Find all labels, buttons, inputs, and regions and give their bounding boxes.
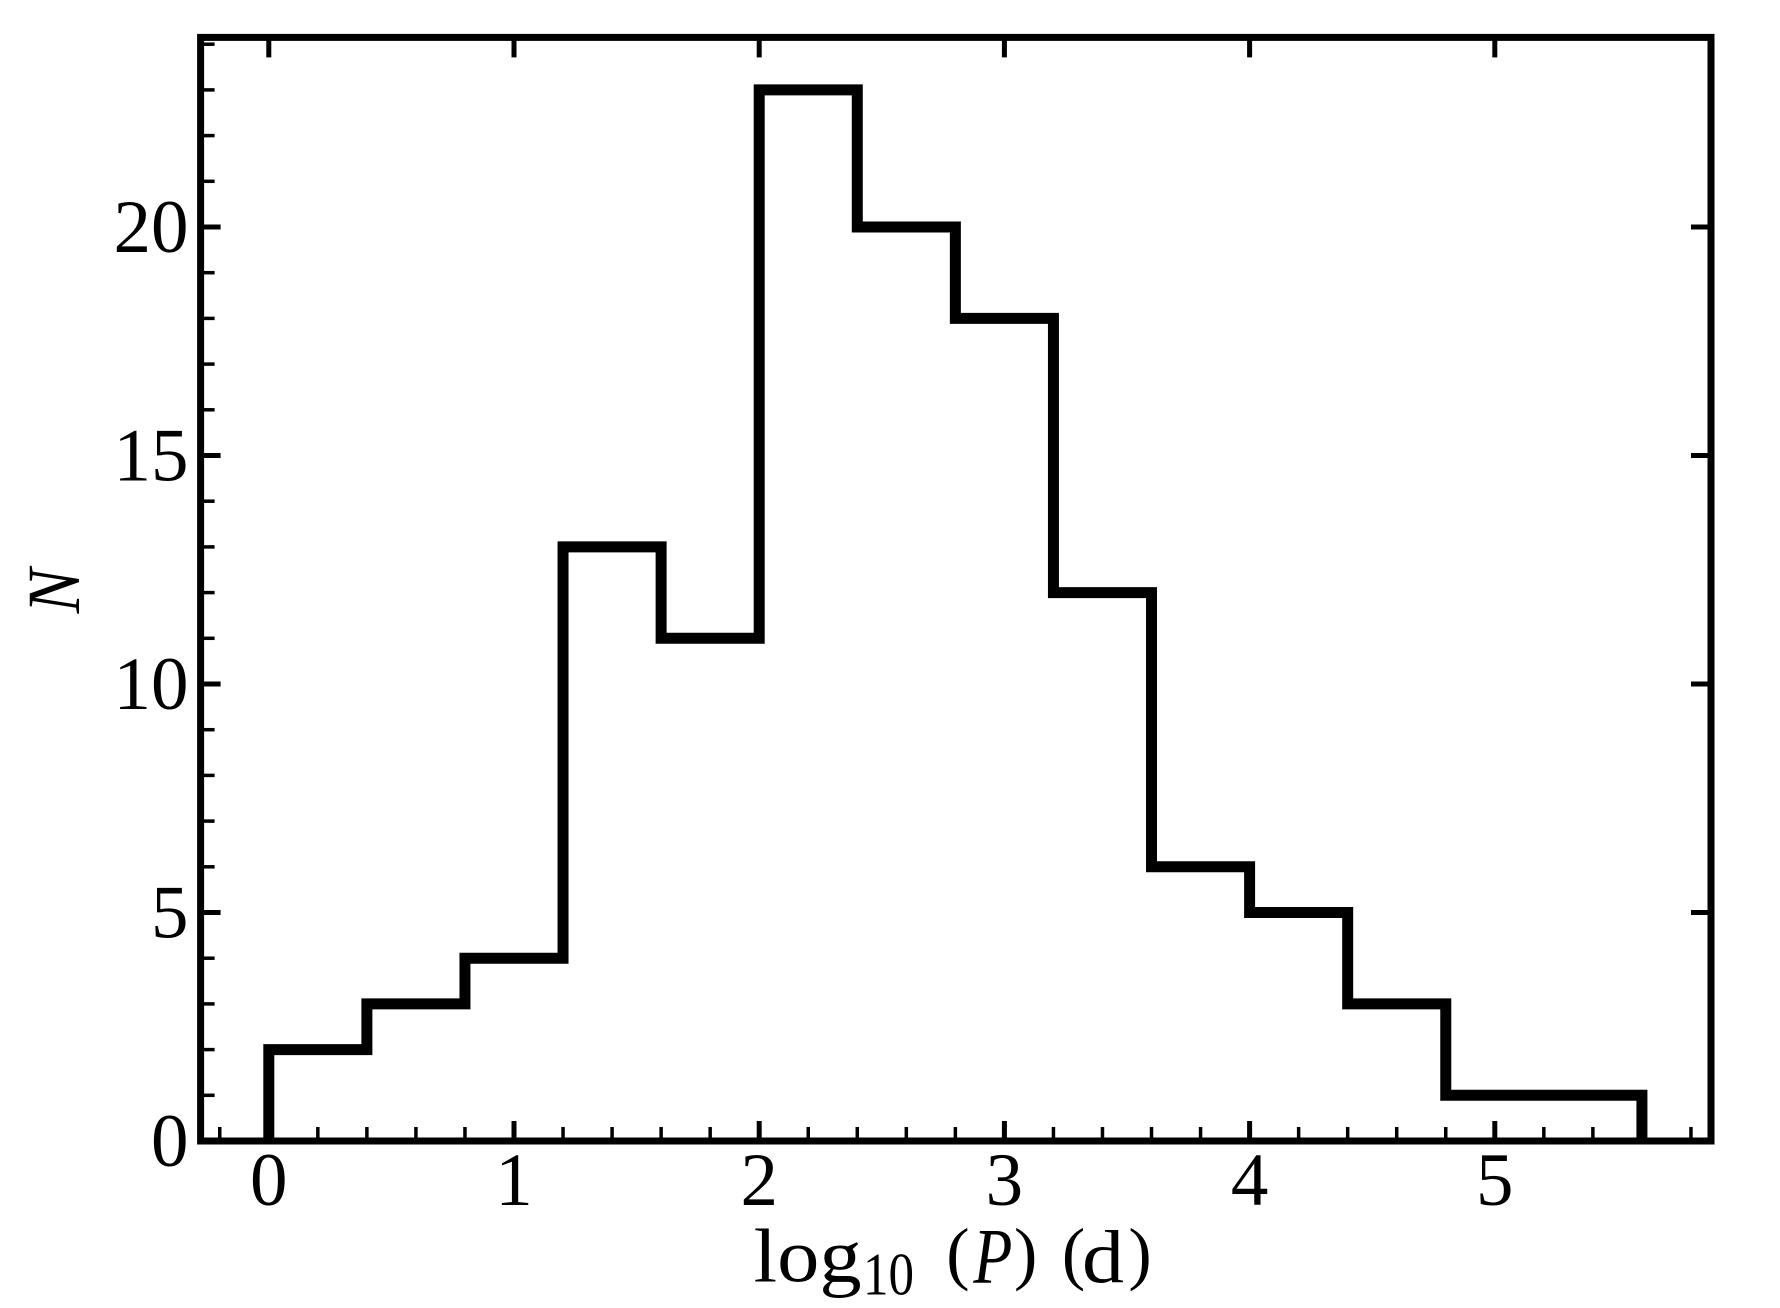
svg-text:): ) bbox=[1128, 1216, 1151, 1293]
svg-text:2: 2 bbox=[740, 1139, 778, 1222]
svg-text:d: d bbox=[1082, 1217, 1124, 1300]
svg-text:1: 1 bbox=[495, 1139, 533, 1222]
svg-text:5: 5 bbox=[1476, 1139, 1514, 1222]
svg-text:log: log bbox=[754, 1214, 862, 1298]
svg-text:): ) bbox=[1014, 1216, 1037, 1293]
svg-text:3: 3 bbox=[986, 1139, 1024, 1222]
svg-text:(: ( bbox=[1062, 1216, 1085, 1293]
svg-text:4: 4 bbox=[1231, 1139, 1269, 1222]
svg-text:5: 5 bbox=[151, 872, 189, 955]
svg-text:P: P bbox=[973, 1213, 1013, 1300]
svg-text:0: 0 bbox=[151, 1100, 189, 1183]
svg-text:10: 10 bbox=[114, 643, 189, 726]
svg-text:20: 20 bbox=[114, 186, 189, 269]
svg-text:10: 10 bbox=[863, 1242, 914, 1308]
svg-text:(: ( bbox=[946, 1216, 969, 1293]
svg-text:15: 15 bbox=[114, 415, 189, 498]
svg-text:N: N bbox=[13, 565, 96, 614]
svg-text:0: 0 bbox=[250, 1139, 288, 1222]
